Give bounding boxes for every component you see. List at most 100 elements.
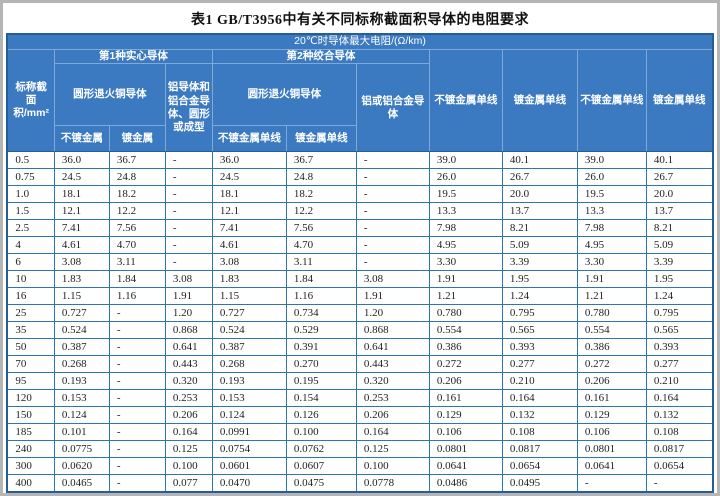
resistance-value-cell: 13.3 — [428, 202, 503, 221]
resistance-value-cell: 0.132 — [645, 406, 714, 425]
resistance-value-cell: 1.24 — [501, 287, 578, 306]
table-row: 1.0 18.1 18.2-18.1 18.2-19.5 20.0 19.5 20.0 — [6, 185, 714, 204]
resistance-value-cell: 1.91 — [576, 270, 647, 289]
resistance-value-cell: 0.0486 — [428, 474, 503, 493]
table-row: 240 0.0775-0.125 0.0754 0.0762 0.125 0.0801 0.… — [6, 440, 714, 459]
resistance-value-cell: - — [355, 236, 430, 255]
resistance-value-cell: 0.164 — [164, 423, 213, 442]
cross-section-cell: 400 — [6, 474, 55, 493]
resistance-value-cell: 0.206 — [355, 406, 430, 425]
table-row: 1.5 12.1 12.2-12.1 12.2-13.3 13.7 13.3 13.7 — [6, 202, 714, 221]
resistance-value-cell: 0.195 — [285, 372, 357, 391]
resistance-value-cell: 0.108 — [501, 423, 578, 442]
resistance-value-cell: 7.41 — [53, 219, 110, 238]
cross-section-cell: 1.5 — [6, 202, 55, 221]
resistance-value-cell: - — [108, 440, 166, 459]
resistance-value-cell: 0.193 — [211, 372, 287, 391]
resistance-value-cell: 12.1 — [53, 202, 110, 221]
cross-section-cell: 50 — [6, 338, 55, 357]
table-row: 4 4.61 4.70-4.61 4.70-4.95 5.09 4.95 5.09 — [6, 236, 714, 255]
cross-section-cell: 1.0 — [6, 185, 55, 204]
header-stranded-aluminum: 铝或铝合金导体 — [355, 63, 430, 153]
resistance-value-cell: - — [164, 253, 213, 272]
resistance-value-cell: 0.0654 — [501, 457, 578, 476]
resistance-value-cell: 7.98 — [576, 219, 647, 238]
resistance-value-cell: 0.268 — [211, 355, 287, 374]
resistance-value-cell: 7.56 — [108, 219, 166, 238]
resistance-value-cell: 19.5 — [576, 185, 647, 204]
header-solid-aluminum: 铝导体和铝合金导体、圆形或成型 — [164, 63, 213, 153]
header-unplated-single-wire-1: 不镀金属单线 — [428, 48, 503, 153]
resistance-value-cell: 20.0 — [501, 185, 578, 204]
header-stranded-unplated: 不镀金属单线 — [211, 125, 287, 153]
resistance-value-cell: - — [108, 372, 166, 391]
resistance-value-cell: 0.386 — [428, 338, 503, 357]
resistance-value-cell: 3.08 — [164, 270, 213, 289]
resistance-value-cell: 40.1 — [501, 151, 578, 170]
cross-section-cell: 150 — [6, 406, 55, 425]
resistance-value-cell: - — [108, 423, 166, 442]
resistance-value-cell: 1.16 — [285, 287, 357, 306]
resistance-value-cell: 3.11 — [108, 253, 166, 272]
resistance-value-cell: 0.129 — [576, 406, 647, 425]
table-row: 2.5 7.41 7.56-7.41 7.56-7.98 8.21 7.98 8.21 — [6, 219, 714, 238]
resistance-value-cell: 3.08 — [355, 270, 430, 289]
resistance-value-cell: - — [576, 474, 647, 493]
resistance-value-cell: 1.91 — [428, 270, 503, 289]
resistance-value-cell: - — [355, 202, 430, 221]
resistance-value-cell: 0.0754 — [211, 440, 287, 459]
resistance-value-cell: 0.727 — [53, 304, 110, 323]
resistance-value-cell: 0.0801 — [428, 440, 503, 459]
resistance-value-cell: - — [164, 185, 213, 204]
resistance-value-cell: - — [164, 219, 213, 238]
table-row: 70 0.268-0.443 0.268 0.270 0.443 0.272 0.277 0.… — [6, 355, 714, 374]
resistance-value-cell: 0.161 — [576, 389, 647, 408]
cross-section-cell: 120 — [6, 389, 55, 408]
table-row: 300 0.0620-0.100 0.0601 0.0607 0.100 0.0641 0.… — [6, 457, 714, 476]
resistance-value-cell: 0.0465 — [53, 474, 110, 493]
resistance-value-cell: - — [108, 457, 166, 476]
header-group-solid-conductor: 第1种实心导体 — [53, 48, 213, 65]
header-plated-single-wire-2: 镀金属单线 — [645, 48, 714, 153]
resistance-value-cell: 39.0 — [576, 151, 647, 170]
resistance-value-cell: 0.795 — [501, 304, 578, 323]
resistance-value-cell: 0.393 — [645, 338, 714, 357]
resistance-value-cell: - — [355, 185, 430, 204]
resistance-value-cell: 0.641 — [164, 338, 213, 357]
resistance-value-cell: 0.780 — [576, 304, 647, 323]
resistance-value-cell: 26.0 — [428, 168, 503, 187]
resistance-value-cell: 0.0470 — [211, 474, 287, 493]
resistance-value-cell: 0.443 — [355, 355, 430, 374]
resistance-value-cell: - — [355, 219, 430, 238]
resistance-value-cell: 0.565 — [645, 321, 714, 340]
resistance-value-cell: 0.393 — [501, 338, 578, 357]
resistance-value-cell: 0.0775 — [53, 440, 110, 459]
header-group-stranded-conductor: 第2种绞合导体 — [211, 48, 430, 65]
resistance-value-cell: 8.21 — [501, 219, 578, 238]
resistance-value-cell: - — [164, 168, 213, 187]
header-plated-single-wire-1: 镀金属单线 — [501, 48, 578, 153]
resistance-value-cell: 0.0641 — [576, 457, 647, 476]
resistance-value-cell: 18.2 — [108, 185, 166, 204]
resistance-value-cell: 26.0 — [576, 168, 647, 187]
resistance-value-cell: 0.0817 — [501, 440, 578, 459]
resistance-value-cell: 3.30 — [428, 253, 503, 272]
resistance-value-cell: 0.210 — [645, 372, 714, 391]
resistance-value-cell: 0.524 — [53, 321, 110, 340]
resistance-value-cell: 0.0762 — [285, 440, 357, 459]
resistance-value-cell: 13.7 — [645, 202, 714, 221]
resistance-value-cell: 0.206 — [164, 406, 213, 425]
resistance-value-cell: 36.7 — [108, 151, 166, 170]
resistance-value-cell: - — [355, 168, 430, 187]
header-max-resistance: 20℃时导体最大电阻/(Ω/km) — [6, 33, 714, 50]
resistance-value-cell: 0.386 — [576, 338, 647, 357]
resistance-value-cell: 4.95 — [428, 236, 503, 255]
resistance-value-cell: 0.795 — [645, 304, 714, 323]
resistance-value-cell: 5.09 — [645, 236, 714, 255]
resistance-value-cell: 0.277 — [501, 355, 578, 374]
table-row: 150 0.124-0.206 0.124 0.126 0.206 0.129 0.132 0… — [6, 406, 714, 425]
table-header: 20℃时导体最大电阻/(Ω/km) 标称截面积/mm² 第1种实心导体 第2种绞… — [6, 33, 714, 153]
resistance-value-cell: 7.41 — [211, 219, 287, 238]
resistance-value-cell: 20.0 — [645, 185, 714, 204]
resistance-value-cell: 4.95 — [576, 236, 647, 255]
